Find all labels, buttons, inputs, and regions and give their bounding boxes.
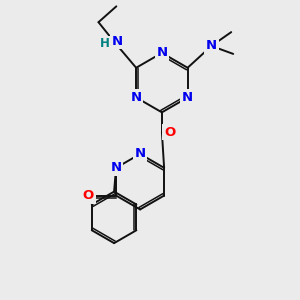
Text: O: O bbox=[83, 189, 94, 202]
Text: H: H bbox=[100, 38, 110, 50]
Text: N: N bbox=[156, 46, 167, 59]
Text: N: N bbox=[182, 91, 193, 104]
Text: O: O bbox=[164, 126, 176, 139]
Text: N: N bbox=[110, 161, 122, 174]
Text: N: N bbox=[112, 34, 123, 47]
Text: N: N bbox=[134, 148, 146, 160]
Text: N: N bbox=[206, 40, 217, 52]
Text: N: N bbox=[130, 91, 142, 104]
